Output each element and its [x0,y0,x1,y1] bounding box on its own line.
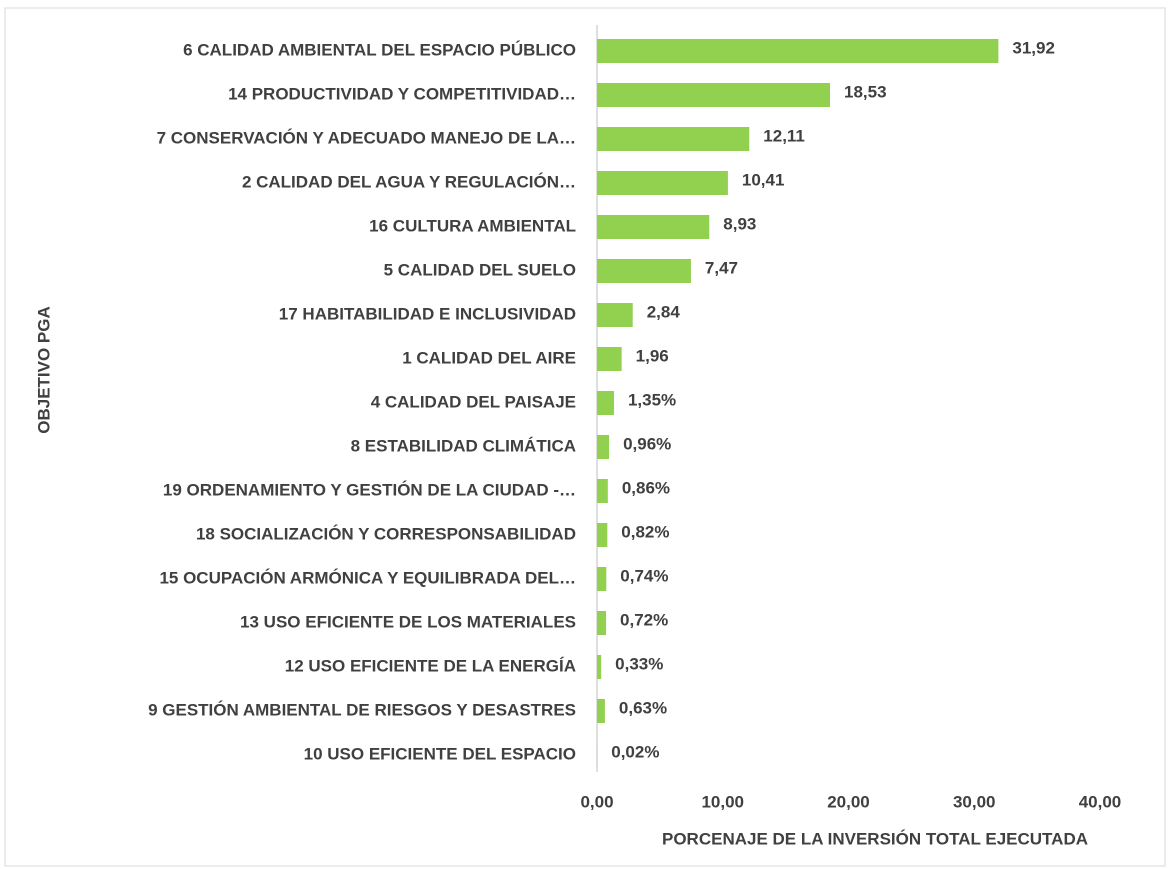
y-tick-label: 15 OCUPACIÓN ARMÓNICA Y EQUILIBRADA DEL… [159,568,576,587]
y-tick-label: 1 CALIDAD DEL AIRE [402,348,576,367]
data-label: 0,74% [620,566,668,585]
y-tick-label: 6 CALIDAD AMBIENTAL DEL ESPACIO PÚBLICO [183,40,576,59]
bar [597,567,607,591]
x-tick-label: 40,00 [1079,792,1122,811]
y-tick-label: 18 SOCIALIZACIÓN Y CORRESPONSABILIDAD [196,524,576,543]
data-label: 7,47 [705,258,738,277]
x-axis-label: PORCENAJE DE LA INVERSIÓN TOTAL EJECUTAD… [662,829,1088,848]
y-tick-label: 4 CALIDAD DEL PAISAJE [371,392,576,411]
bar [597,215,710,239]
x-tick-label: 20,00 [827,792,870,811]
data-label: 0,96% [623,434,671,453]
data-label: 0,72% [620,610,668,629]
bar [597,83,831,107]
bar [597,127,750,151]
y-tick-label: 10 USO EFICIENTE DEL ESPACIO [304,744,576,763]
y-tick-label: 5 CALIDAD DEL SUELO [384,260,576,279]
bar [597,479,608,503]
y-tick-label: 9 GESTIÓN AMBIENTAL DE RIESGOS Y DESASTR… [148,700,576,719]
data-label: 0,86% [622,478,670,497]
y-tick-label: 17 HABITABILIDAD E INCLUSIVIDAD [279,304,576,323]
bar [597,655,602,679]
x-tick-label: 30,00 [953,792,996,811]
bar [597,39,999,63]
bar [597,303,633,327]
x-tick-label: 10,00 [701,792,744,811]
y-axis-label: OBJETIVO PGA [34,306,53,434]
x-tick-label: 0,00 [580,792,613,811]
y-tick-label: 19 ORDENAMIENTO Y GESTIÓN DE LA CIUDAD -… [163,480,576,499]
bar [597,259,691,283]
chart-border [4,7,1166,867]
y-tick-label: 2 CALIDAD DEL AGUA Y REGULACIÓN… [242,172,576,191]
y-tick-label: 12 USO EFICIENTE DE LA ENERGÍA [285,656,576,675]
y-tick-label: 8 ESTABILIDAD CLIMÁTICA [351,436,576,455]
data-label: 8,93 [723,214,756,233]
data-label: 0,63% [619,698,667,717]
bar [597,171,728,195]
data-label: 0,02% [611,742,659,761]
bar [597,611,607,635]
data-label: 10,41 [742,170,785,189]
data-label: 31,92 [1012,38,1055,57]
data-label: 1,96 [636,346,669,365]
bar [597,391,614,415]
bar [597,347,622,371]
bar [597,435,610,459]
y-tick-label: 7 CONSERVACIÓN Y ADECUADO MANEJO DE LA… [157,128,576,147]
y-tick-label: 16 CULTURA AMBIENTAL [369,216,576,235]
y-tick-label: 13 USO EFICIENTE DE LOS MATERIALES [240,612,576,631]
data-label: 0,33% [615,654,663,673]
data-label: 2,84 [647,302,681,321]
data-label: 0,82% [621,522,669,541]
data-label: 12,11 [763,126,805,145]
y-tick-label: 14 PRODUCTIVIDAD Y COMPETITIVIDAD… [228,84,576,103]
data-label: 18,53 [844,82,887,101]
bar [597,699,605,723]
bar [597,523,608,547]
data-label: 1,35% [628,390,676,409]
